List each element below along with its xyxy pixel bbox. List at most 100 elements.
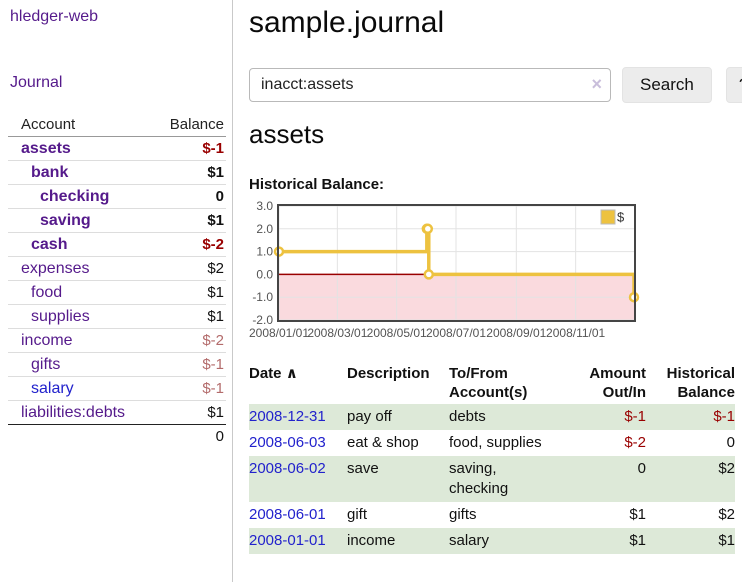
journal-title: sample.journal	[249, 6, 735, 40]
transaction-accounts: food, supplies	[449, 430, 567, 456]
account-balance: $1	[155, 401, 226, 425]
account-balance: $-1	[155, 353, 226, 377]
sidebar: hledger-web Journal Account Balance asse…	[0, 0, 233, 582]
transaction-date-link[interactable]: 2008-06-02	[249, 460, 326, 477]
transaction-accounts: gifts	[449, 502, 567, 528]
svg-text:2008/03/01: 2008/03/01	[307, 326, 367, 340]
transaction-accounts: debts	[449, 404, 567, 430]
account-link-cash[interactable]: cash	[31, 236, 67, 253]
search-button[interactable]: Search	[622, 67, 712, 103]
transaction-date-link[interactable]: 2008-01-01	[249, 532, 326, 549]
account-balance: $-2	[155, 233, 226, 257]
svg-text:2008/11/01: 2008/11/01	[546, 326, 605, 340]
transaction-balance: $1	[646, 528, 735, 554]
transaction-balance: $2	[646, 456, 735, 502]
accounts-header-balance: Balance	[155, 113, 226, 137]
accounts-header-account: Account	[8, 113, 155, 137]
transaction-balance: $-1	[646, 404, 735, 430]
svg-text:$: $	[617, 210, 625, 225]
help-button[interactable]: ?	[726, 67, 742, 103]
account-row: assets $-1	[8, 137, 226, 161]
transaction-balance: 0	[646, 430, 735, 456]
transaction-date-link[interactable]: 2008-12-31	[249, 408, 326, 425]
app-title-link[interactable]: hledger-web	[10, 8, 232, 26]
transaction-description: pay off	[347, 404, 449, 430]
svg-text:0.0: 0.0	[256, 267, 273, 281]
account-link-food[interactable]: food	[31, 284, 62, 301]
account-row: checking 0	[8, 185, 226, 209]
register-row: 2008-06-03 eat & shop food, supplies $-2…	[249, 430, 735, 456]
svg-text:3.0: 3.0	[256, 199, 273, 213]
account-row: gifts $-1	[8, 353, 226, 377]
account-link-assets[interactable]: assets	[21, 140, 71, 157]
transaction-description: save	[347, 456, 449, 502]
main-content: sample.journal × Search ? assets Histori…	[249, 0, 742, 554]
register-row: 2008-01-01 income salary $1 $1	[249, 528, 735, 554]
register-header-row: Date ∧ Description To/From Account(s) Am…	[249, 362, 735, 404]
register-header-amount: Amount Out/In	[567, 362, 646, 404]
account-row: expenses $2	[8, 257, 226, 281]
search-input-wrap: ×	[249, 68, 611, 102]
transaction-accounts: salary	[449, 528, 567, 554]
sidebar-nav: Journal	[10, 74, 232, 92]
register-header-description: Description	[347, 362, 449, 404]
account-balance: $1	[155, 305, 226, 329]
transaction-date-link[interactable]: 2008-06-03	[249, 434, 326, 451]
account-link-gifts[interactable]: gifts	[31, 356, 60, 373]
sort-ascending-icon: ∧	[286, 365, 298, 382]
svg-text:1.0: 1.0	[256, 245, 273, 259]
account-page-title: assets	[249, 119, 735, 150]
register-row: 2008-06-02 save saving, checking 0 $2	[249, 456, 735, 502]
transaction-amount: $1	[567, 528, 646, 554]
account-link-bank[interactable]: bank	[31, 164, 68, 181]
account-balance: $2	[155, 257, 226, 281]
transaction-description: eat & shop	[347, 430, 449, 456]
svg-text:-2.0: -2.0	[252, 313, 273, 327]
clear-search-icon[interactable]: ×	[591, 74, 602, 95]
svg-text:2008/05/01: 2008/05/01	[367, 326, 427, 340]
account-link-supplies[interactable]: supplies	[31, 308, 90, 325]
account-row: liabilities:debts $1	[8, 401, 226, 425]
account-link-expenses[interactable]: expenses	[21, 260, 90, 277]
transaction-balance: $2	[646, 502, 735, 528]
svg-text:-1.0: -1.0	[252, 290, 273, 304]
register-row: 2008-06-01 gift gifts $1 $2	[249, 502, 735, 528]
register-row: 2008-12-31 pay off debts $-1 $-1	[249, 404, 735, 430]
account-link-liabilities-debts[interactable]: liabilities:debts	[21, 404, 125, 421]
account-link-checking[interactable]: checking	[40, 188, 109, 205]
transaction-amount: $-1	[567, 404, 646, 430]
accounts-total-row: 0	[8, 425, 226, 449]
transaction-amount: 0	[567, 456, 646, 502]
account-row: salary $-1	[8, 377, 226, 401]
svg-text:2008/07/01: 2008/07/01	[426, 326, 486, 340]
account-balance: $-1	[155, 377, 226, 401]
account-balance: $1	[155, 281, 226, 305]
transaction-amount: $1	[567, 502, 646, 528]
register-header-accounts: To/From Account(s)	[449, 362, 567, 404]
account-row: cash $-2	[8, 233, 226, 257]
transaction-description: gift	[347, 502, 449, 528]
chart-title: Historical Balance:	[249, 176, 735, 193]
account-balance: $1	[155, 209, 226, 233]
nav-journal-link[interactable]: Journal	[10, 74, 62, 91]
svg-text:2.0: 2.0	[256, 222, 273, 236]
search-input[interactable]	[249, 68, 611, 102]
account-link-salary[interactable]: salary	[31, 380, 74, 397]
accounts-total-value: 0	[155, 425, 226, 449]
historical-balance-chart: $3.02.01.00.0-1.0-2.02008/01/012008/03/0…	[249, 204, 641, 346]
accounts-table: Account Balance assets $-1 bank $1 check…	[8, 113, 226, 448]
account-row: income $-2	[8, 329, 226, 353]
register-table: Date ∧ Description To/From Account(s) Am…	[249, 362, 735, 554]
register-header-date[interactable]: Date ∧	[249, 362, 347, 404]
svg-text:2008/09/01: 2008/09/01	[486, 326, 546, 340]
account-link-saving[interactable]: saving	[40, 212, 91, 229]
account-balance: $-2	[155, 329, 226, 353]
register-header-balance: Historical Balance	[646, 362, 735, 404]
accounts-header-row: Account Balance	[8, 113, 226, 137]
transaction-description: income	[347, 528, 449, 554]
account-link-income[interactable]: income	[21, 332, 73, 349]
account-balance: $1	[155, 161, 226, 185]
account-balance: 0	[155, 185, 226, 209]
transaction-date-link[interactable]: 2008-06-01	[249, 506, 326, 523]
transaction-accounts: saving, checking	[449, 456, 567, 502]
